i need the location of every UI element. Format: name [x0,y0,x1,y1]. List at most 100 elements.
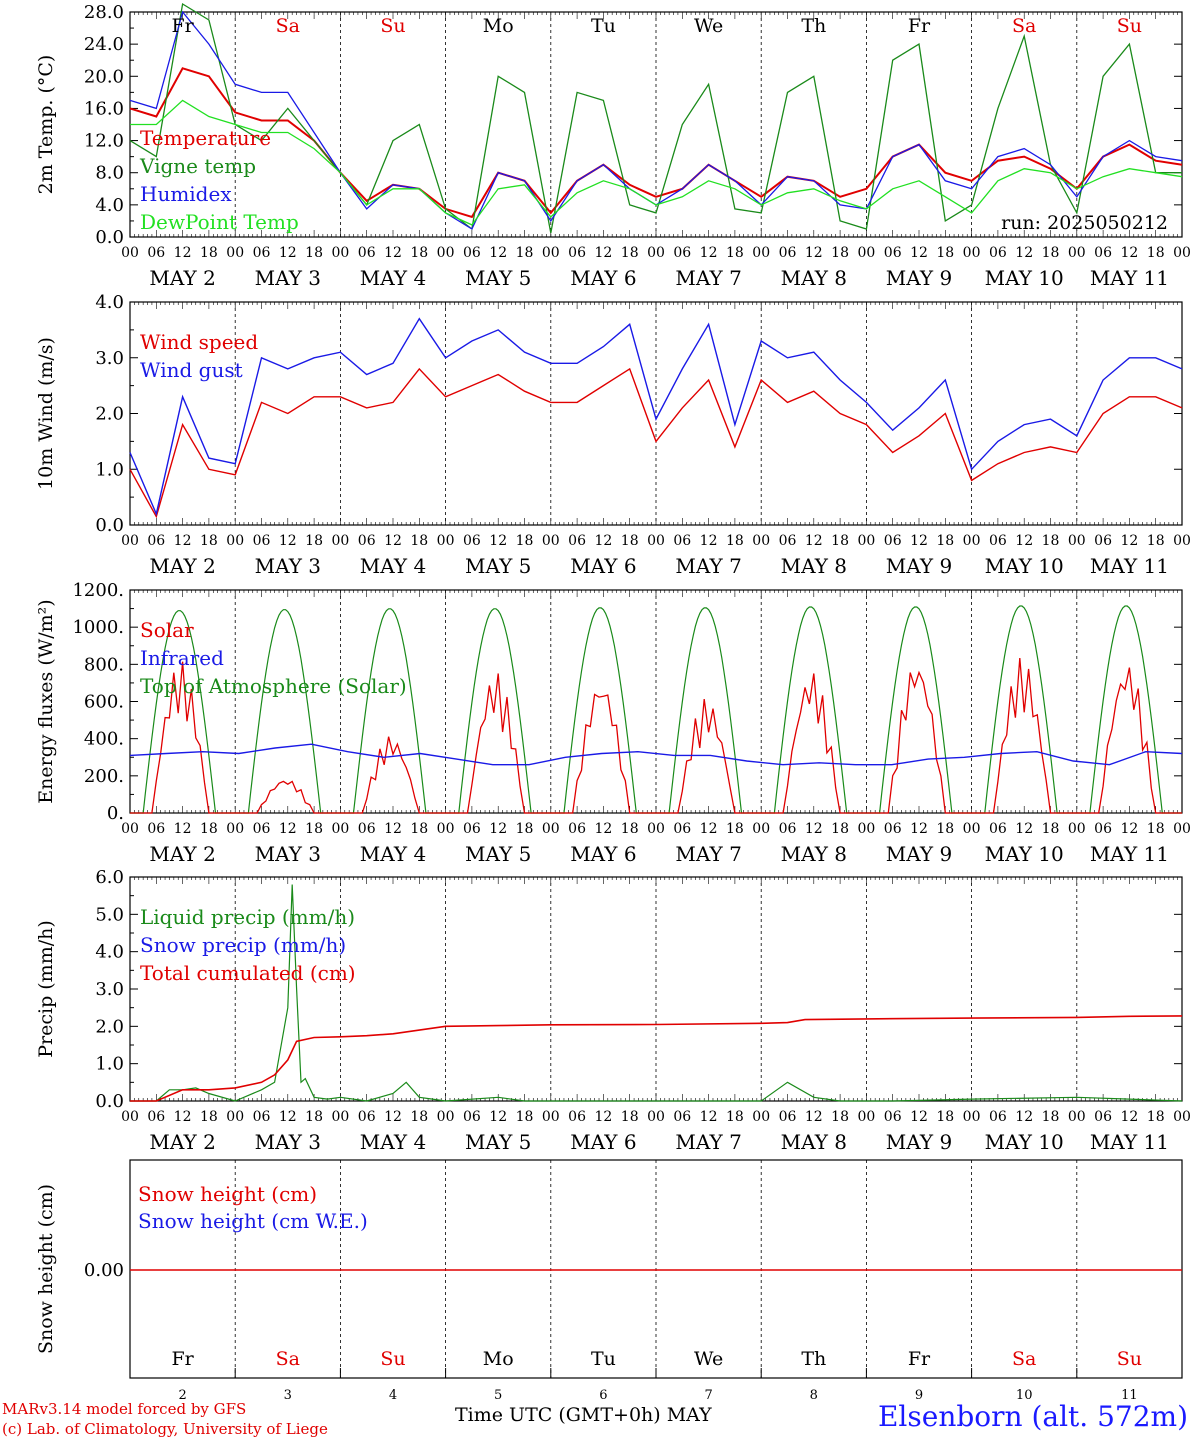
y-axis-label: 2m Temp. (°C) [35,55,57,195]
y-tick-label: 0.0 [95,1091,124,1112]
legend-entry: DewPoint Temp [140,210,299,234]
y-tick-label: 20.0 [84,66,124,87]
hour-tick-label: 00 [226,821,244,837]
hour-tick-label: 00 [1173,1109,1191,1125]
date-label: MAY 3 [255,1130,321,1154]
model-credit: MARv3.14 model forced by GFS [2,1400,247,1418]
hour-tick-label: 00 [857,1109,875,1125]
hour-tick-label: 06 [463,821,481,837]
hour-tick-label: 00 [331,1109,349,1125]
hour-tick-label: 06 [884,533,902,549]
hour-tick-label: 06 [463,533,481,549]
hour-tick-label: 12 [910,533,928,549]
hour-tick-label: 18 [1147,1109,1165,1125]
lab-credit: (c) Lab. of Climatology, University of L… [2,1420,328,1438]
day-number-label: 2 [178,1388,186,1403]
y-tick-label: 0.0 [95,227,124,248]
hour-tick-label: 00 [647,821,665,837]
date-label: MAY 11 [1090,1130,1169,1154]
hour-tick-label: 18 [305,533,323,549]
hour-tick-label: 06 [779,533,797,549]
hour-tick-label: 00 [437,1109,455,1125]
legend-entry: Wind speed [140,330,258,354]
hour-tick-label: 18 [1147,533,1165,549]
hour-tick-label: 12 [594,1109,612,1125]
legend-entry: Solar [140,618,194,642]
hour-tick-label: 18 [516,533,534,549]
y-tick-label: 6.0 [95,867,124,888]
hour-tick-label: 12 [1120,245,1138,261]
hour-tick-label: 00 [1068,533,1086,549]
hour-tick-label: 18 [410,245,428,261]
hour-tick-label: 18 [305,1109,323,1125]
hour-tick-label: 12 [1120,533,1138,549]
hour-tick-label: 06 [253,245,271,261]
hour-tick-label: 18 [621,245,639,261]
day-label: Su [1117,15,1142,37]
date-label: MAY 4 [360,554,426,578]
y-tick-label: 800. [84,654,124,675]
hour-tick-label: 18 [410,821,428,837]
y-tick-label: 200. [84,766,124,787]
hour-tick-label: 12 [489,821,507,837]
hour-tick-label: 12 [384,821,402,837]
hour-tick-label: 12 [174,1109,192,1125]
series-line-wind-gust [129,317,1183,517]
y-axis-label: Snow height (cm) [35,1184,57,1354]
hour-tick-label: 00 [647,533,665,549]
y-tick-label: 0. [107,803,124,824]
date-label: MAY 2 [149,842,215,866]
hour-tick-label: 12 [910,245,928,261]
y-tick-label: 1.0 [95,1054,124,1075]
hour-tick-label: 00 [121,245,139,261]
hour-tick-label: 18 [410,1109,428,1125]
day-label: Su [1117,1348,1142,1370]
legend-entry: Liquid precip (mm/h) [140,905,355,929]
hour-tick-label: 18 [200,533,218,549]
hour-tick-label: 00 [331,821,349,837]
panel-frame-1 [129,11,1183,238]
hour-tick-label: 18 [726,1109,744,1125]
hour-tick-label: 00 [542,533,560,549]
hour-tick-label: 06 [989,245,1007,261]
day-label: Th [801,15,826,37]
day-number-label: 10 [1016,1388,1033,1403]
y-tick-label: 1200. [72,580,124,601]
y-tick-label: 12.0 [84,131,124,152]
y-tick-label: 0.0 [95,515,124,536]
hour-tick-label: 00 [121,1109,139,1125]
day-label: Th [801,1348,826,1370]
y-axis-label: Energy fluxes (W/m²) [35,599,57,803]
hour-tick-label: 00 [647,245,665,261]
date-label: MAY 9 [886,554,952,578]
day-label: Mo [483,15,514,37]
hour-tick-label: 00 [857,245,875,261]
hour-tick-label: 06 [147,533,165,549]
hour-tick-label: 00 [963,533,981,549]
hour-tick-label: 18 [200,821,218,837]
hour-tick-label: 06 [989,821,1007,837]
hour-tick-label: 00 [1173,533,1191,549]
day-label: We [694,15,723,37]
day-number-label: 6 [599,1388,607,1403]
y-tick-label: 2.0 [95,404,124,425]
hour-tick-label: 06 [568,821,586,837]
y-tick-label: 3.0 [95,348,124,369]
y-tick-label: 24.0 [84,34,124,55]
hour-tick-label: 12 [384,1109,402,1125]
date-label: MAY 5 [465,842,531,866]
hour-tick-label: 06 [253,1109,271,1125]
hour-tick-label: 12 [1015,821,1033,837]
hour-tick-label: 06 [358,1109,376,1125]
hour-tick-label: 06 [673,821,691,837]
y-tick-label: 400. [84,729,124,750]
hour-tick-label: 00 [1173,245,1191,261]
hour-tick-label: 12 [700,821,718,837]
hour-tick-label: 00 [1068,245,1086,261]
hour-tick-label: 00 [752,821,770,837]
y-tick-label: 8.0 [95,163,124,184]
legend-entry: Vigne temp [139,154,256,178]
hour-tick-label: 06 [1094,1109,1112,1125]
date-label: MAY 10 [985,554,1064,578]
